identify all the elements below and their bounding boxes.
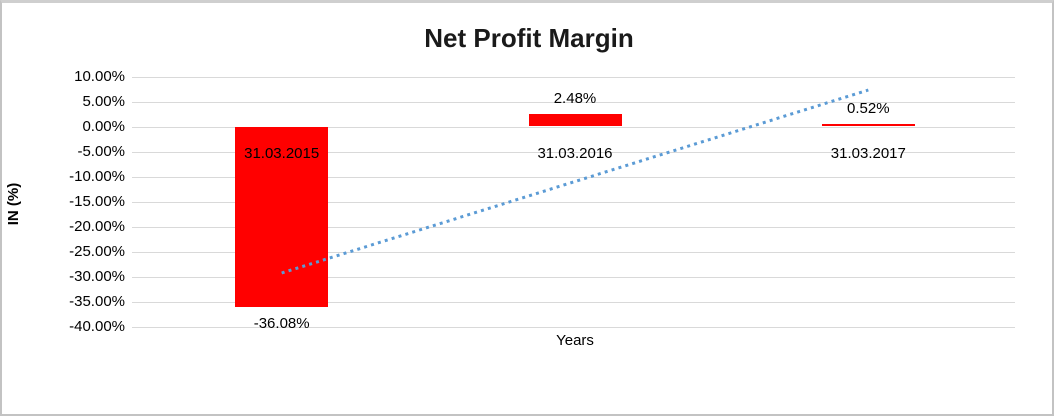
- gridline: [132, 226, 1015, 228]
- y-tick-label: -40.00%: [69, 317, 125, 335]
- data-label: 0.52%: [847, 99, 890, 117]
- category-label: 31.03.2015: [244, 145, 320, 162]
- gridline: [132, 201, 1015, 203]
- gridline: [132, 76, 1015, 78]
- y-tick-label: -10.00%: [69, 167, 125, 185]
- x-axis-title: Years: [556, 332, 594, 349]
- gridline: [132, 251, 1015, 253]
- gridline: [132, 326, 1015, 328]
- trendline-layer: [281, 88, 869, 275]
- chart-title: Net Profit Margin: [424, 23, 634, 53]
- y-tick-label: -15.00%: [69, 192, 125, 210]
- linear-trendline: [281, 88, 869, 275]
- y-tick-label: -5.00%: [77, 142, 125, 160]
- y-tick-label: -35.00%: [69, 292, 125, 310]
- y-tick-label: -25.00%: [69, 242, 125, 260]
- gridline: [132, 276, 1015, 278]
- bar-31.03.2017: [821, 123, 915, 127]
- gridline: [132, 101, 1015, 103]
- bar-31.03.2016: [528, 114, 622, 127]
- gridline: [132, 126, 1015, 128]
- data-label: -36.08%: [253, 314, 310, 332]
- bar-31.03.2015: [235, 126, 329, 307]
- y-tick-label: -30.00%: [69, 267, 125, 285]
- gridline: [132, 151, 1015, 153]
- y-tick-label: 5.00%: [82, 92, 125, 110]
- y-tick-label: 10.00%: [74, 67, 125, 85]
- category-label: 31.03.2017: [830, 145, 906, 162]
- data-label: 2.48%: [553, 90, 597, 108]
- y-tick-label: -20.00%: [69, 217, 125, 235]
- y-tick-label: 0.00%: [82, 117, 125, 135]
- gridline: [132, 176, 1015, 178]
- gridline: [132, 301, 1015, 303]
- category-label: 31.03.2016: [537, 145, 613, 162]
